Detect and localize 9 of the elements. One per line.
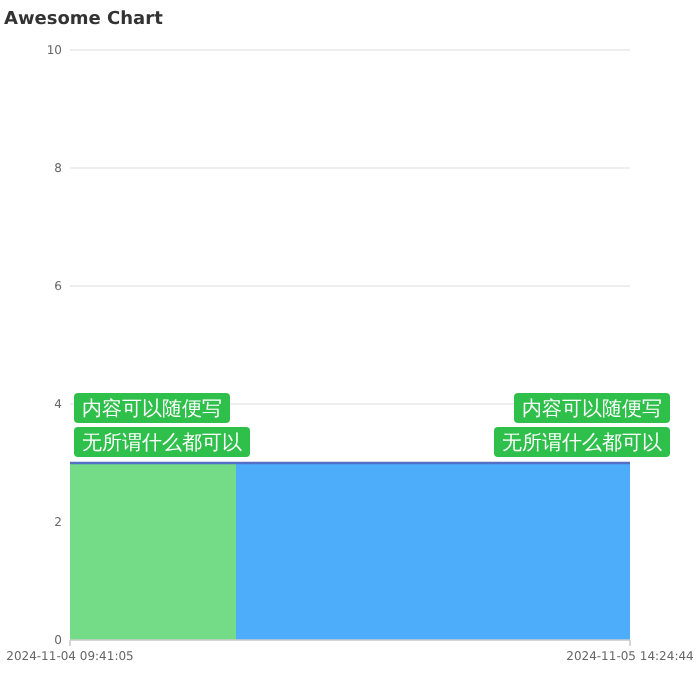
- annotation: 内容可以随便写: [74, 393, 230, 423]
- annotation: 内容可以随便写: [514, 393, 670, 423]
- annotation: 无所谓什么都可以: [494, 427, 670, 457]
- chart-title: Awesome Chart: [4, 10, 165, 30]
- annotation: 内容可以随便写: [522, 397, 662, 421]
- annotation: 无所谓什么都可以: [82, 431, 242, 455]
- annotation: 内容可以随便写: [82, 397, 222, 421]
- annotation: 无所谓什么都可以: [502, 431, 662, 455]
- annotation: 无所谓什么都可以: [74, 427, 250, 457]
